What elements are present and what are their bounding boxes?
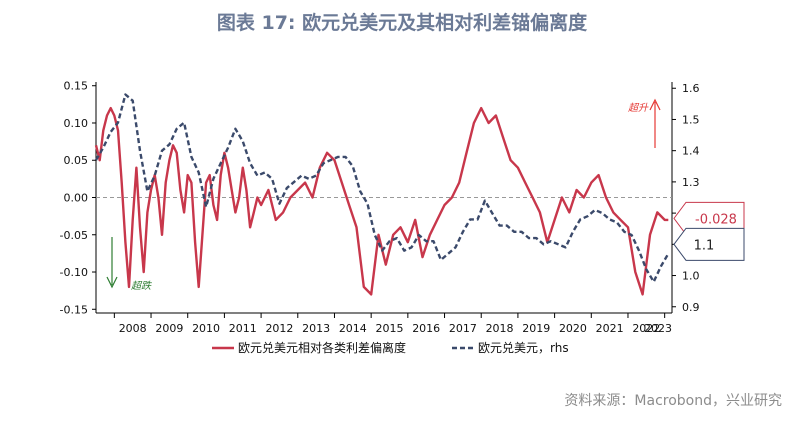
y-right-tick-label: 1.6 <box>682 82 700 95</box>
y-right-tick-label: 1.0 <box>682 270 700 283</box>
x-tick-label: 2021 <box>596 322 624 335</box>
y-right-tick-label: 1.5 <box>682 113 700 126</box>
x-tick-label: 2017 <box>449 322 477 335</box>
x-tick-label: 2019 <box>522 322 550 335</box>
x-tick-label: 2018 <box>486 322 514 335</box>
x-tick-label: 2009 <box>155 322 183 335</box>
y-left-tick-label: 0.10 <box>64 117 89 130</box>
y-left-tick-label: -0.05 <box>60 229 88 242</box>
y-left-tick-label: -0.10 <box>60 266 88 279</box>
y-left-tick-label: 0.00 <box>64 192 89 205</box>
y-left-tick-label: 0.15 <box>64 80 89 93</box>
callout-spread-value: -0.028 <box>695 212 737 227</box>
legend-eurusd-label: 欧元兑美元，rhs <box>478 341 569 355</box>
legend-spread-label: 欧元兑美元相对各类利差偏离度 <box>238 340 406 355</box>
callout-eurusd-value: 1.1 <box>694 238 715 253</box>
x-tick-label: 2008 <box>119 322 147 335</box>
x-tick-label: 2022 <box>632 322 660 335</box>
annotation-down-label: 超跌 <box>131 280 152 292</box>
x-tick-label: 2020 <box>559 322 587 335</box>
annotation-up-label: 超升 <box>628 102 649 114</box>
x-tick-label: 2013 <box>302 322 330 335</box>
x-tick-label: 2010 <box>192 322 220 335</box>
down-arrow-head-icon <box>106 276 118 289</box>
source-note: 资料来源：Macrobond，兴业研究 <box>564 393 782 409</box>
x-tick-label: 2012 <box>265 322 293 335</box>
y-right-tick-label: 1.4 <box>682 145 700 158</box>
y-left-tick-label: 0.05 <box>64 154 89 167</box>
x-tick-label: 2016 <box>412 322 440 335</box>
x-tick-label: 2023 <box>644 322 672 335</box>
y-right-tick-label: 0.9 <box>682 301 700 314</box>
callout-eurusd-box <box>673 227 745 261</box>
spread-series-line <box>94 106 669 296</box>
x-tick-label: 2015 <box>376 322 404 335</box>
x-tick-label: 2014 <box>339 322 367 335</box>
eurusd-series-line <box>94 93 670 283</box>
y-right-tick-label: 1.3 <box>682 176 700 189</box>
x-tick-label: 2011 <box>229 322 257 335</box>
chart-title: 图表 17: 欧元兑美元及其相对利差锚偏离度 <box>216 12 588 34</box>
y-left-tick-label: -0.15 <box>60 303 88 316</box>
up-arrow-head-icon <box>649 98 661 111</box>
